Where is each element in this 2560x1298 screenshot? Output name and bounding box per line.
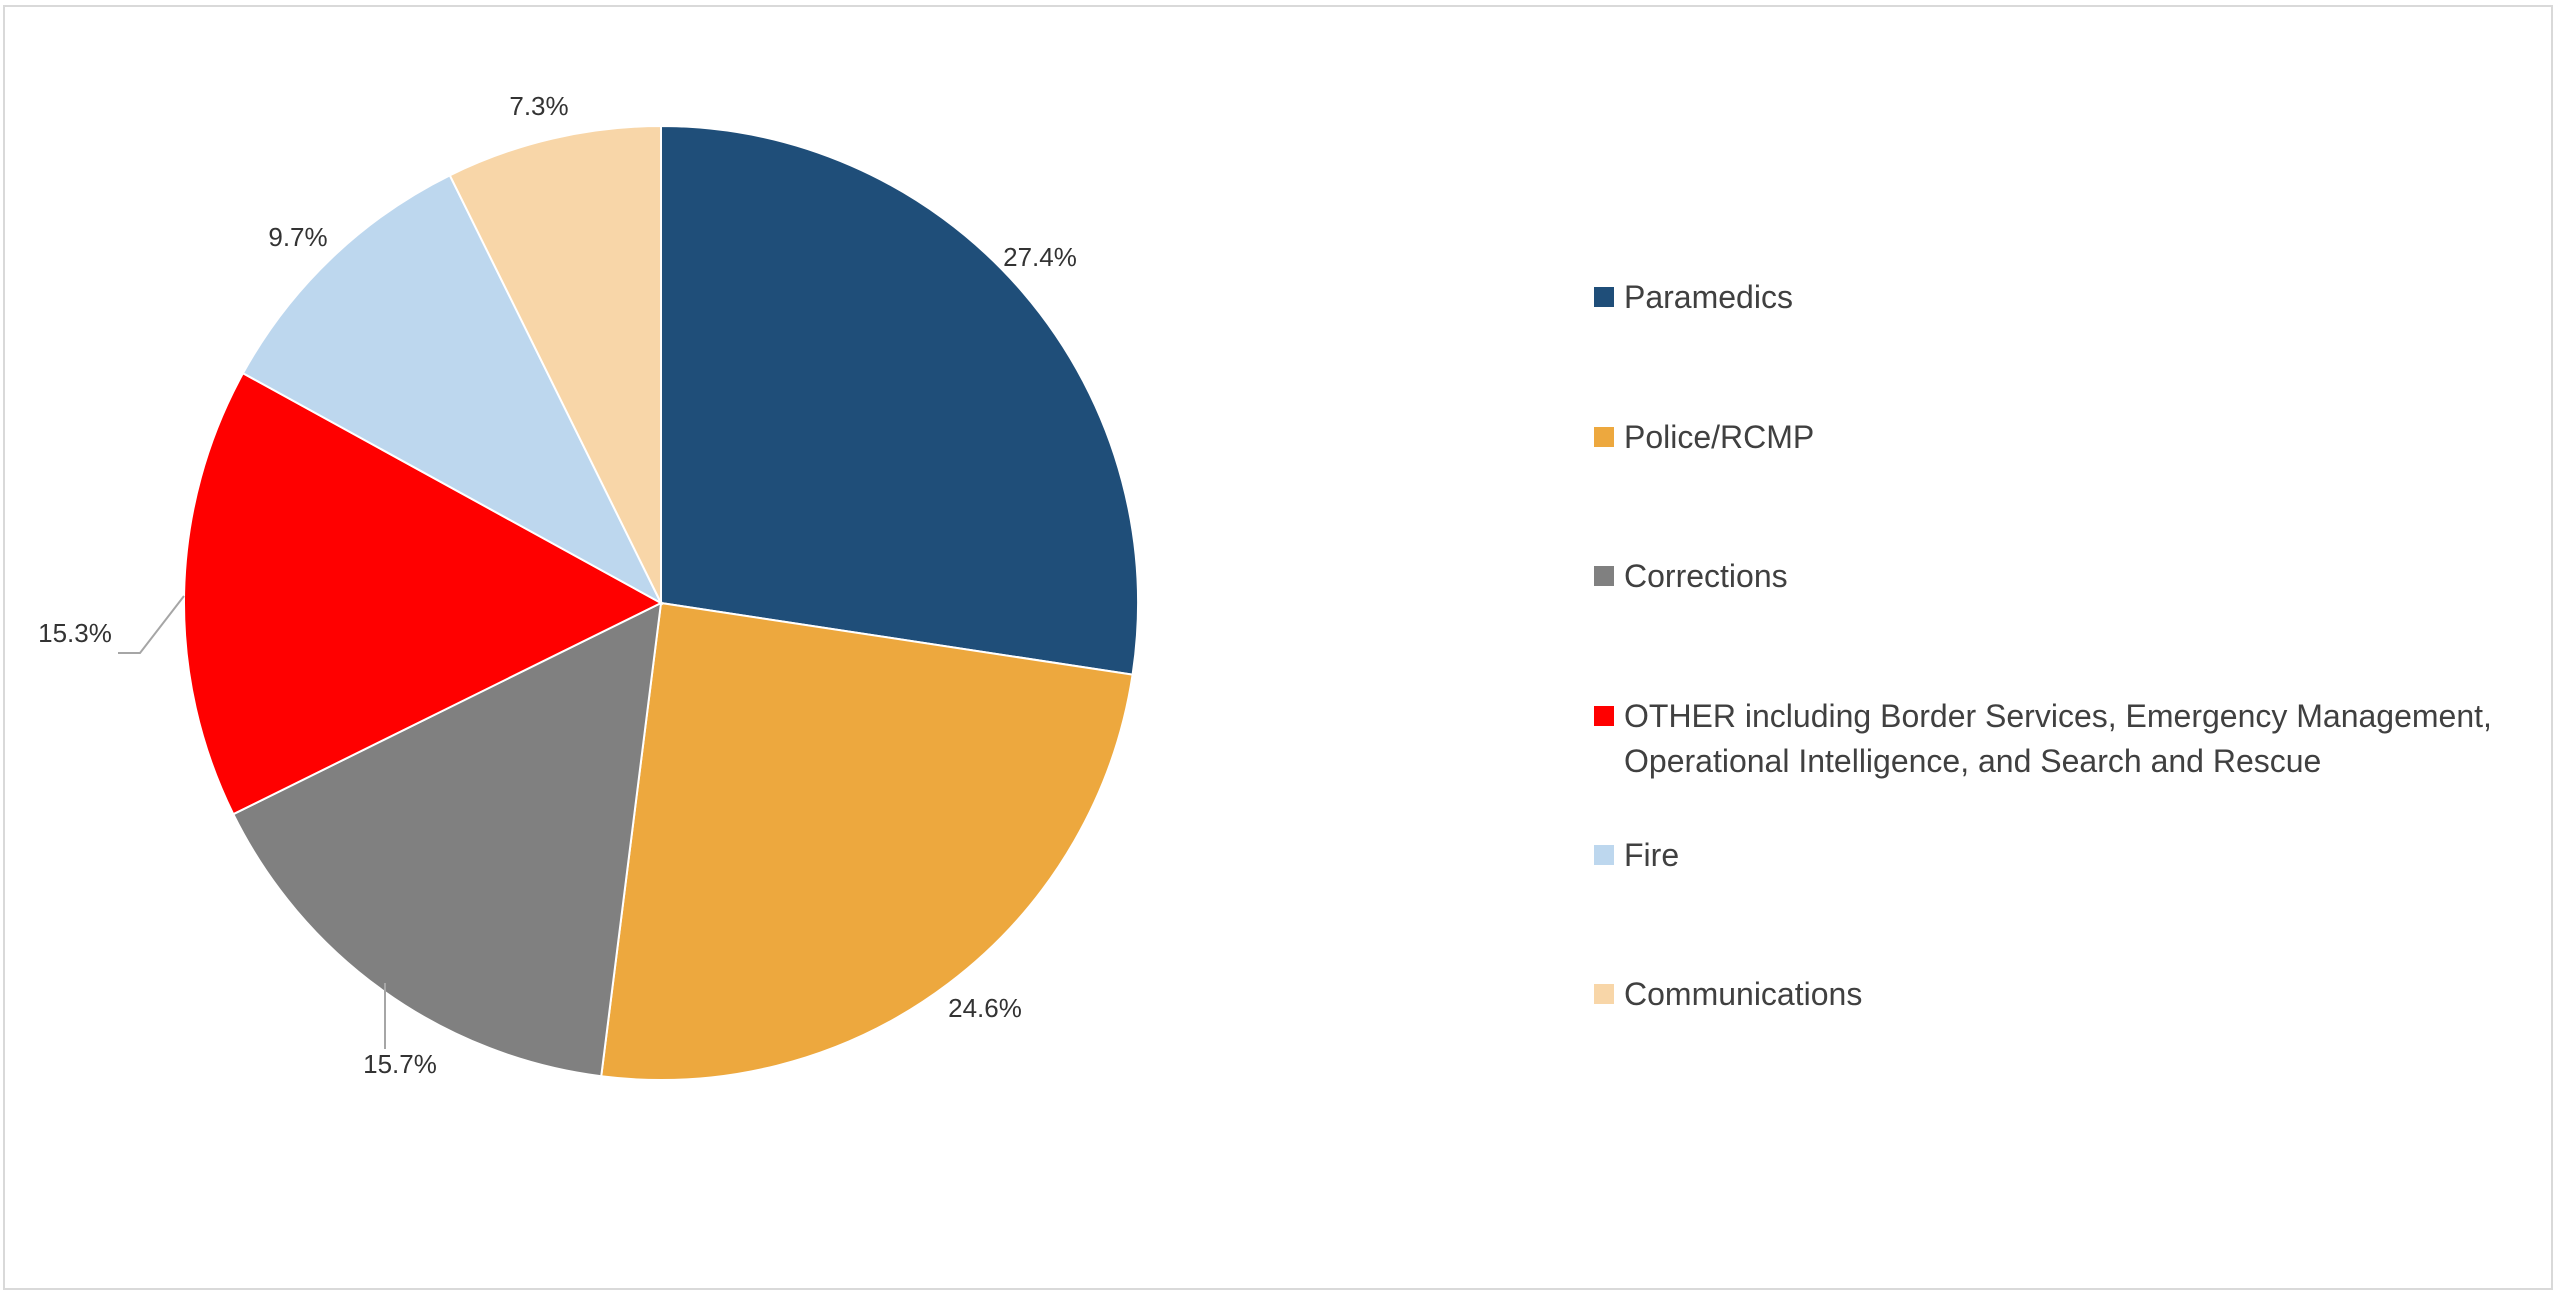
legend-item: Fire: [1594, 837, 1679, 873]
legend: Paramedics Police/RCMP Corrections OTHER in…: [1594, 279, 2492, 1012]
leader-line: [118, 595, 185, 654]
data-label: 9.7%: [268, 222, 327, 252]
legend-item: Corrections: [1594, 558, 1788, 594]
pie-slice-communications: [448, 124, 662, 604]
legend-swatch: [1594, 427, 1614, 447]
legend-label: OTHER including Border Services, Emergen…: [1624, 698, 2492, 779]
data-label: 24.6%: [948, 993, 1022, 1023]
data-label: 15.7%: [363, 1049, 437, 1079]
pie-slice-fire: [241, 173, 664, 606]
legend-swatch: [1594, 984, 1614, 1004]
pie-slice-other: [183, 371, 664, 816]
leader-lines: [118, 595, 386, 1049]
legend-label: Police/RCMP: [1624, 419, 1814, 455]
legend-swatch: [1594, 287, 1614, 307]
legend-item: Police/RCMP: [1594, 419, 1814, 455]
legend-label: Communications: [1624, 976, 1862, 1012]
legend-item: OTHER including Border Services, Emergen…: [1594, 698, 2492, 779]
legend-label: Fire: [1624, 837, 1679, 873]
pie-slice-police: [600, 601, 1134, 1081]
pie-slices: [183, 124, 1140, 1081]
data-label: 7.3%: [509, 91, 568, 121]
legend-item: Communications: [1594, 976, 1862, 1012]
legend-label: Paramedics: [1624, 279, 1793, 315]
legend-label: Corrections: [1624, 558, 1788, 594]
pie-slice-paramedics: [660, 124, 1140, 676]
data-labels: 27.4% 24.6% 15.7% 15.3% 9.7% 7.3%: [38, 91, 1077, 1079]
data-label: 15.3%: [38, 618, 112, 648]
data-label: 27.4%: [1003, 242, 1077, 272]
legend-swatch: [1594, 706, 1614, 726]
legend-item: Paramedics: [1594, 279, 1793, 315]
legend-swatch: [1594, 566, 1614, 586]
legend-swatch: [1594, 845, 1614, 865]
